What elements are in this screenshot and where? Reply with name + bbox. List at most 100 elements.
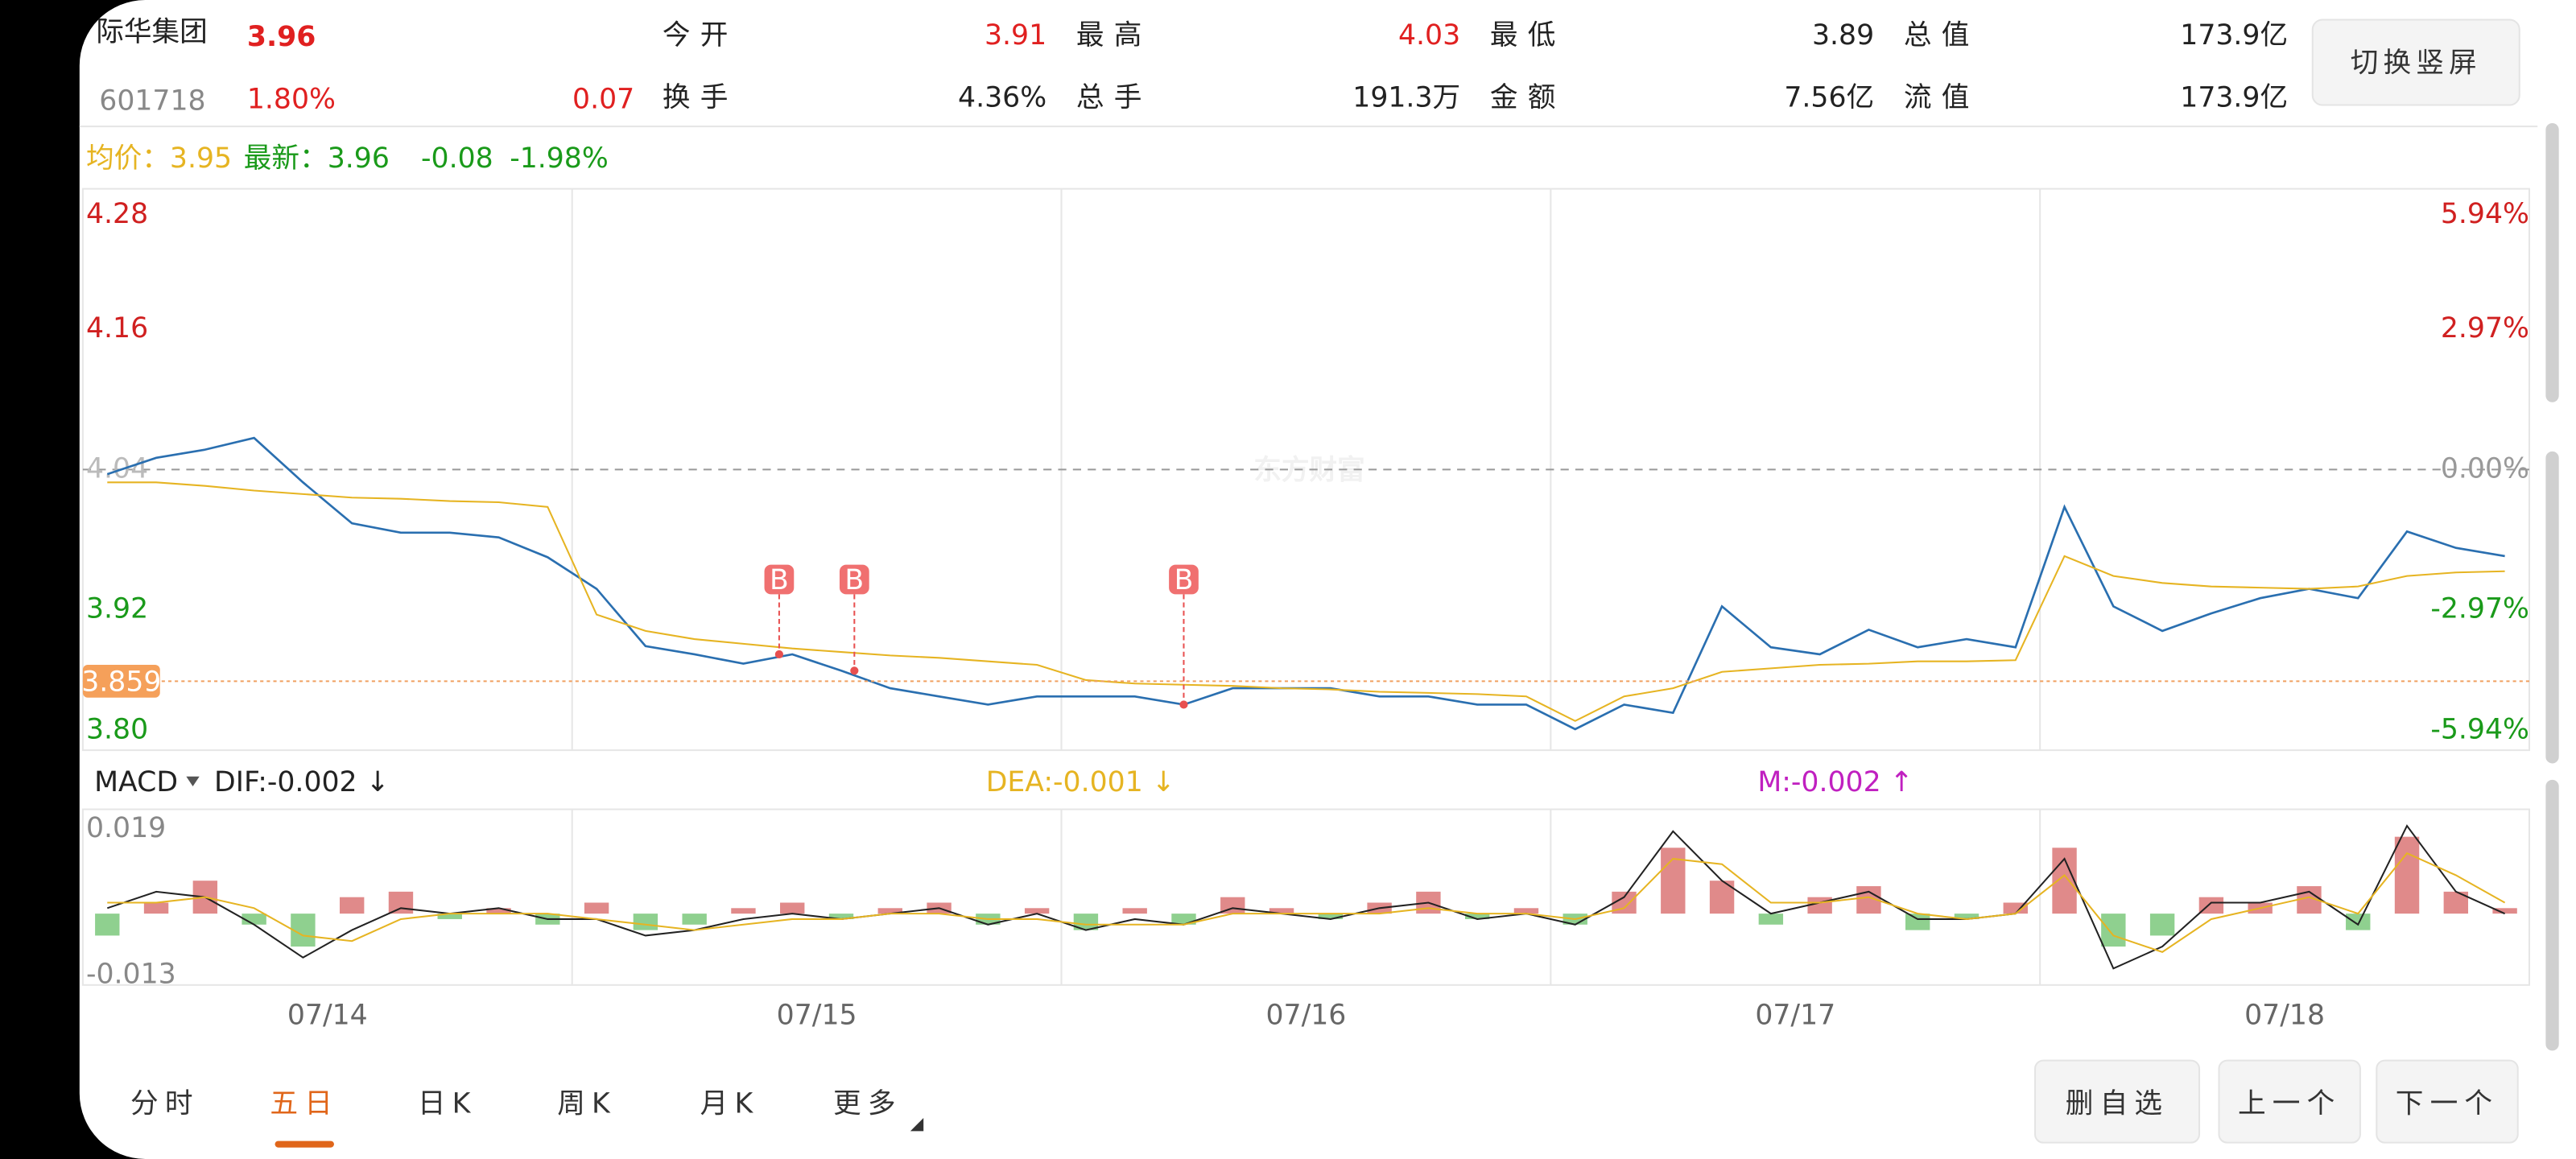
legend-item: -1.98% [510, 142, 609, 175]
macd-frame [81, 808, 2531, 986]
macd-bar [2101, 914, 2126, 947]
macd-bar [682, 914, 707, 925]
macd-bar [780, 902, 805, 914]
tab[interactable]: 周K [557, 1088, 617, 1120]
stat-value: 4.03 [1398, 19, 1460, 52]
macd-bar [731, 908, 756, 914]
macd-bar [339, 897, 365, 914]
macd-bar [1024, 908, 1050, 914]
macd-tick-label: 0.019 [86, 812, 166, 844]
action-button[interactable] [2218, 1059, 2361, 1144]
tab[interactable]: 月K [700, 1088, 760, 1120]
tab[interactable]: 分时 [130, 1088, 200, 1120]
stat-label: 换手 [663, 81, 738, 113]
scrollbar [2545, 451, 2559, 764]
macd-bar [437, 914, 462, 919]
stat-label: 最高 [1076, 19, 1152, 52]
macd-bar [2003, 902, 2028, 914]
macd-bar [1513, 908, 1539, 914]
macd-bar [388, 891, 414, 914]
action-button[interactable] [2376, 1059, 2519, 1144]
more-caret [910, 1118, 924, 1132]
action-button-label[interactable]: 上一个 [2238, 1088, 2341, 1120]
macd-bar [2346, 914, 2371, 930]
macd-label: M:-0.002 ↑ [1757, 766, 1913, 798]
macd-bar [1073, 914, 1099, 930]
crosshair-label: 3.859 [81, 666, 161, 698]
stock-name: 际华集团 [96, 16, 208, 48]
stat-label: 今开 [663, 19, 738, 52]
macd-bar [95, 914, 120, 936]
macd-bar [1905, 914, 1930, 930]
macd-bar [1318, 914, 1344, 919]
macd-bar [1269, 908, 1294, 914]
marker-label: B [844, 564, 864, 596]
legend-item: 最新：3.96 [244, 142, 390, 175]
macd-title: MACD [94, 766, 178, 798]
stat-value: 191.3万 [1352, 81, 1460, 113]
marker-dot [774, 650, 784, 659]
macd-bar [2198, 897, 2224, 914]
y2-tick-label: -5.94% [2430, 714, 2529, 746]
tab[interactable]: 日K [418, 1088, 477, 1120]
marker-badge [1169, 564, 1199, 595]
macd-label: DEA:-0.001 ↓ [986, 766, 1175, 798]
macd-dropdown[interactable] [186, 776, 200, 786]
x-tick-label: 07/16 [1265, 1000, 1346, 1032]
macd-bar [633, 914, 658, 930]
marker-dot [1179, 700, 1188, 709]
stat-label: 总值 [1904, 19, 1979, 52]
marker-badge [764, 564, 795, 595]
macd-tick-label: -0.013 [86, 959, 176, 991]
legend-item: 均价：3.95 [86, 142, 232, 175]
macd-bar [1758, 914, 1784, 925]
macd-bar [828, 914, 854, 919]
y-tick-label: 3.92 [86, 593, 148, 625]
y2-tick-label: 2.97% [2441, 312, 2529, 344]
stat-value: 4.36% [958, 81, 1046, 113]
action-button-label[interactable]: 下一个 [2396, 1088, 2499, 1120]
y-tick-label: 4.28 [86, 198, 148, 230]
y-tick-label: 4.16 [86, 312, 148, 344]
marker-label: B [1174, 564, 1194, 596]
stat-value: 173.9亿 [2180, 19, 2288, 52]
y-tick-label: 3.80 [86, 714, 148, 746]
x-tick-label: 07/14 [287, 1000, 368, 1032]
x-tick-label: 07/18 [2244, 1000, 2325, 1032]
switch-button-label[interactable]: 切换竖屏 [2351, 47, 2482, 80]
stat-value: 7.56亿 [1784, 81, 1874, 113]
stat-label: 金额 [1490, 81, 1566, 113]
scrollbar [2545, 779, 2559, 1051]
tab[interactable]: 更多 [833, 1088, 902, 1120]
change-pct: 1.80% [247, 83, 336, 115]
marker-label: B [770, 564, 789, 596]
panel [79, 0, 2576, 1159]
y2-tick-label: -2.97% [2430, 593, 2529, 625]
stat-label: 总手 [1076, 81, 1152, 113]
x-tick-label: 07/15 [777, 1000, 857, 1032]
y2-tick-label: 5.94% [2441, 198, 2529, 230]
macd-bar [1954, 914, 1979, 919]
tab-underline [275, 1140, 334, 1148]
stock-price: 3.96 [247, 21, 316, 53]
tab[interactable]: 五日 [270, 1088, 339, 1120]
marker-badge [839, 564, 869, 595]
stat-value: 3.91 [985, 19, 1046, 52]
macd-bar [486, 908, 511, 914]
stat-value: 3.89 [1812, 19, 1874, 52]
macd-bar [2149, 914, 2175, 936]
switch-button[interactable] [2311, 19, 2520, 106]
macd-bar [143, 902, 169, 914]
macd-bar [1122, 908, 1147, 914]
y2-tick-label: 0.00% [2441, 452, 2529, 485]
marker-dot [850, 666, 859, 675]
action-button[interactable] [2034, 1059, 2201, 1144]
action-button-label[interactable]: 删自选 [2066, 1088, 2169, 1120]
scrollbar [2545, 122, 2559, 402]
stock-code: 601718 [99, 85, 205, 117]
macd-bar [584, 902, 609, 914]
stat-label: 最低 [1490, 19, 1566, 52]
dif-line [106, 824, 2506, 970]
